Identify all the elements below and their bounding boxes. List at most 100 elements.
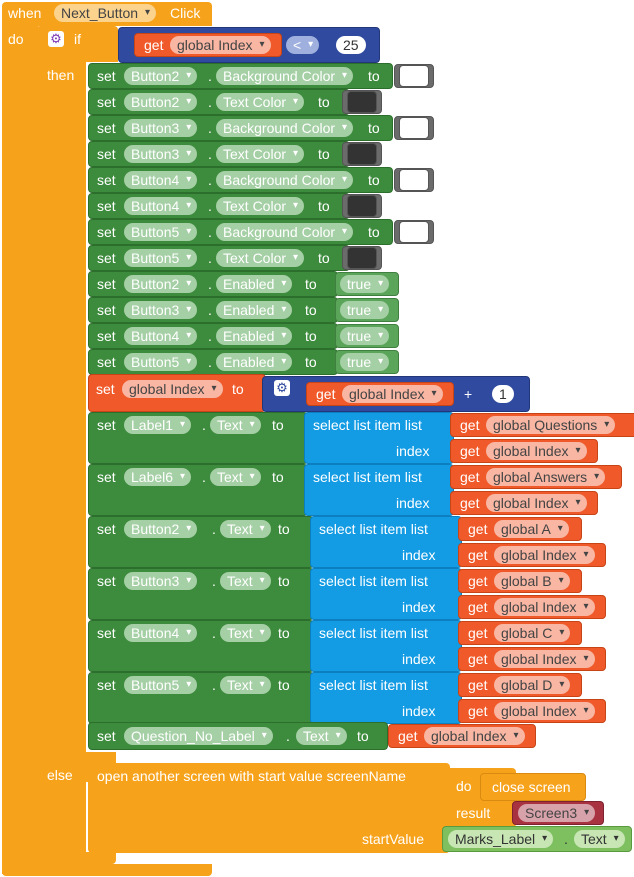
property-dropdown[interactable]: Enabled [216,353,293,371]
dot-separator: . [208,198,212,214]
component-dropdown[interactable]: Button5 [124,676,198,694]
property-dropdown[interactable]: Background Color [216,67,354,85]
component-dropdown[interactable]: Button5 [124,249,198,267]
component-dropdown[interactable]: Button3 [124,572,198,590]
set-keyword: set [97,198,116,214]
property-dropdown[interactable]: Text [574,830,625,848]
set-keyword: set [97,172,116,188]
true-dropdown[interactable]: true [340,301,390,319]
property-dropdown[interactable]: Text Color [216,249,305,267]
set-keyword: set [97,68,116,84]
close-screen-block[interactable] [480,773,586,801]
list-variable-dropdown[interactable]: global D [494,676,571,694]
property-dropdown[interactable]: Text Color [216,197,305,215]
component-dropdown[interactable]: Button3 [124,119,198,137]
list-variable-dropdown[interactable]: global C [494,624,571,642]
component-dropdown[interactable]: Button4 [124,171,198,189]
open-another-screen-block[interactable] [88,763,450,853]
get-keyword: get [468,677,488,693]
property-dropdown[interactable]: Text Color [216,145,305,163]
list-variable-dropdown[interactable]: global Answers [486,468,606,486]
set-keyword: set [97,328,116,344]
white-color-swatch[interactable] [399,221,429,243]
list-variable-dropdown[interactable]: global B [494,572,570,590]
property-dropdown[interactable]: Enabled [216,327,293,345]
component-dropdown[interactable]: Button5 [124,353,198,371]
component-dropdown[interactable]: Button2 [124,67,198,85]
number-1-field[interactable]: 1 [492,385,514,403]
dot-separator: . [208,276,212,292]
operator-dropdown[interactable]: < [286,36,320,54]
screen-dropdown[interactable]: Screen3 [518,804,596,822]
white-color-swatch[interactable] [399,117,429,139]
dark-gray-color-swatch[interactable] [347,91,377,113]
property-dropdown[interactable]: Background Color [216,119,354,137]
select-list-item-block[interactable] [310,620,462,672]
to-keyword: to [305,302,317,318]
component-dropdown[interactable]: Button2 [124,520,198,538]
to-keyword: to [278,521,290,537]
list-variable-dropdown[interactable]: global Questions [486,416,616,434]
dark-gray-color-swatch[interactable] [347,195,377,217]
property-dropdown[interactable]: Enabled [216,275,293,293]
property-dropdown[interactable]: Text Color [216,93,305,111]
set-keyword: set [97,469,116,485]
component-dropdown[interactable]: Button4 [124,327,198,345]
property-dropdown[interactable]: Text [220,572,271,590]
index-variable-dropdown[interactable]: global Index [486,494,587,512]
dot-separator: . [212,625,216,641]
true-dropdown[interactable]: true [340,327,390,345]
select-list-item-block[interactable] [310,568,462,620]
property-dropdown[interactable]: Enabled [216,301,293,319]
to-keyword: to [272,417,284,433]
component-dropdown[interactable]: Button5 [124,223,198,241]
component-dropdown[interactable]: Label1 [124,416,192,434]
index-variable-dropdown[interactable]: global Index [494,598,595,616]
property-dropdown[interactable]: Background Color [216,223,354,241]
true-dropdown[interactable]: true [340,275,390,293]
index-variable-dropdown[interactable]: global Index [486,442,587,460]
property-dropdown[interactable]: Text [210,468,261,486]
component-dropdown[interactable]: Label6 [124,468,192,486]
property-dropdown[interactable]: Text [220,520,271,538]
component-dropdown[interactable]: Button2 [124,275,198,293]
variable-dropdown[interactable]: global Index [170,36,271,54]
open-screen-label: open another screen with start value scr… [97,768,406,784]
dark-gray-color-swatch[interactable] [347,247,377,269]
true-dropdown[interactable]: true [340,353,390,371]
mutator-gear-icon[interactable]: ⚙ [48,31,64,47]
variable-dropdown[interactable]: global Index [424,727,525,745]
property-dropdown[interactable]: Text [296,727,347,745]
get-keyword: get [468,521,488,537]
white-color-swatch[interactable] [399,169,429,191]
index-variable-dropdown[interactable]: global Index [494,702,595,720]
dot-separator: . [208,250,212,266]
set-variable-dropdown[interactable]: global Index [122,380,223,398]
select-list-item-label: select list item list [319,625,428,641]
dark-gray-color-swatch[interactable] [347,143,377,165]
component-dropdown[interactable]: Button3 [124,145,198,163]
component-dropdown[interactable]: Button3 [124,301,198,319]
select-list-item-block[interactable] [304,412,454,464]
index-variable-dropdown[interactable]: global Index [494,546,595,564]
index-variable-dropdown[interactable]: global Index [494,650,595,668]
set-keyword: set [97,728,116,744]
property-dropdown[interactable]: Text [220,676,271,694]
number-25-field[interactable]: 25 [336,36,366,54]
component-dropdown[interactable]: Marks_Label [448,830,554,848]
property-dropdown[interactable]: Background Color [216,171,354,189]
variable-dropdown[interactable]: global Index [342,385,443,403]
select-list-item-block[interactable] [310,516,462,568]
component-dropdown[interactable]: Next_Button [54,4,157,22]
property-dropdown[interactable]: Text [210,416,261,434]
select-list-item-block[interactable] [304,464,454,516]
dot-separator: . [208,68,212,84]
component-dropdown[interactable]: Button4 [124,197,198,215]
addition-mutator-gear-icon[interactable]: ⚙ [274,380,290,396]
white-color-swatch[interactable] [399,65,429,87]
list-variable-dropdown[interactable]: global A [494,520,569,538]
component-dropdown[interactable]: Button2 [124,93,198,111]
property-dropdown[interactable]: Text [220,624,271,642]
component-dropdown[interactable]: Button4 [124,624,198,642]
component-dropdown[interactable]: Question_No_Label [124,727,273,745]
